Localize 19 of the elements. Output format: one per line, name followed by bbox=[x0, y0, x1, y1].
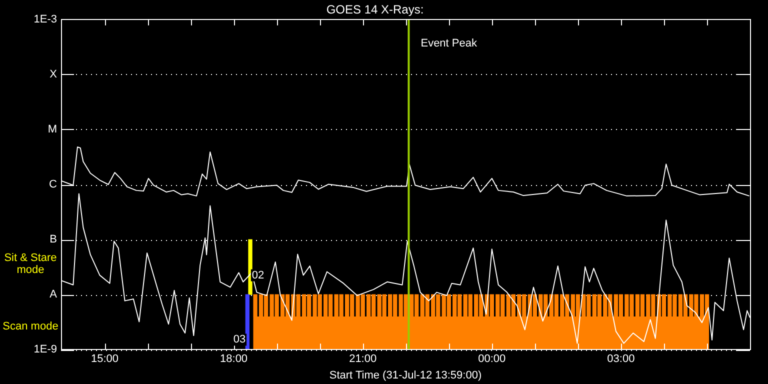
chart-title: GOES 14 X-Rays: bbox=[326, 2, 424, 17]
text: Scan mode bbox=[2, 320, 58, 333]
annotation: 02 bbox=[252, 269, 264, 282]
x-tick-label: 18:00 bbox=[220, 353, 248, 366]
y-tick-label: C bbox=[49, 178, 58, 191]
x-tick-label: 03:00 bbox=[607, 353, 635, 366]
annotation: 03 bbox=[233, 334, 246, 346]
y-tick-label: B bbox=[50, 234, 57, 246]
y-tick-label: M bbox=[48, 124, 57, 136]
y-tick-label: X bbox=[50, 68, 58, 80]
y-tick-label: A bbox=[50, 288, 58, 301]
y-tick-label: 1E-9 bbox=[34, 344, 57, 356]
y-tick-label: 1E-3 bbox=[34, 13, 57, 26]
text: Sit & Stare mode bbox=[4, 252, 57, 276]
ref-line-label: Event Peak bbox=[420, 37, 478, 50]
x-tick-label: 00:00 bbox=[478, 353, 506, 366]
x-tick-label: 21:00 bbox=[349, 353, 377, 366]
x-tick-label: 15:00 bbox=[90, 353, 118, 366]
x-axis-title: Start Time (31-Jul-12 13:59:00) bbox=[329, 369, 482, 382]
